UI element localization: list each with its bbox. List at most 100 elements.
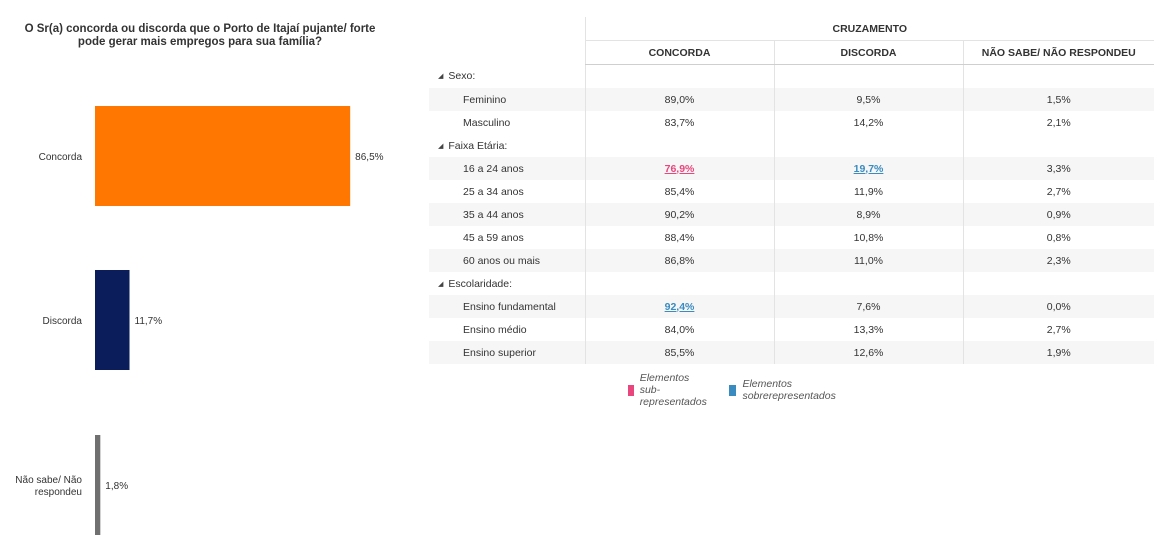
row-label: 60 anos ou mais [429, 249, 585, 272]
value-cell: 86,8% [584, 249, 774, 272]
category-label-0: Concorda [39, 152, 83, 163]
value-cell: 7,6% [773, 295, 963, 318]
section-name: Faixa Etária: [448, 139, 508, 152]
cell-value: 86,8% [664, 254, 695, 267]
section-label[interactable]: ◢ Faixa Etária: [429, 134, 585, 157]
section-row[interactable]: ◢ Sexo: [429, 64, 1155, 89]
value-cell: 84,0% [584, 318, 774, 341]
value-cell: 89,0% [584, 88, 774, 111]
column-header-discorda: DISCORDA [773, 40, 963, 65]
table-row: 35 a 44 anos 90,2% 8,9% 0,9% [429, 203, 1155, 226]
section-empty-cell [962, 272, 1155, 295]
section-empty-cell [584, 64, 774, 88]
value-cell: 85,5% [584, 341, 774, 364]
value-cell: 8,9% [773, 203, 963, 226]
section-empty-cell [584, 272, 774, 295]
cell-value: 14,2% [853, 116, 884, 129]
cell-value: 83,7% [664, 116, 695, 129]
section-label[interactable]: ◢ Escolaridade: [429, 272, 585, 295]
value-cell: 19,7% [773, 157, 963, 180]
section-row[interactable]: ◢ Faixa Etária: [429, 134, 1155, 157]
collapse-triangle-icon[interactable]: ◢ [438, 280, 444, 288]
value-cell: 0,9% [962, 203, 1155, 226]
table-row: Masculino 83,7% 14,2% 2,1% [429, 111, 1155, 134]
cell-value: 11,0% [854, 254, 883, 267]
cell-value: 88,4% [664, 231, 695, 244]
cell-value: 11,9% [854, 185, 883, 198]
over-represented-value[interactable]: 19,7% [853, 162, 884, 175]
under-represented-value[interactable]: 76,9% [664, 162, 695, 175]
value-cell: 2,7% [962, 318, 1155, 341]
row-label: 35 a 44 anos [429, 203, 585, 226]
legend-item-under: Elementos sub-representados [628, 372, 712, 408]
column-header-nao-sabe: NÃO SABE/ NÃO RESPONDEU [962, 40, 1155, 65]
table-row: Feminino 89,0% 9,5% 1,5% [429, 88, 1155, 111]
collapse-triangle-icon[interactable]: ◢ [438, 142, 444, 150]
cell-value: 0,8% [1046, 231, 1071, 244]
cell-value: 85,5% [664, 346, 695, 359]
header-blank [429, 17, 585, 41]
value-cell: 14,2% [773, 111, 963, 134]
category-label-2: Não sabe/ Não respondeu [15, 475, 82, 498]
column-header-row: CONCORDA DISCORDA NÃO SABE/ NÃO RESPONDE… [429, 40, 1155, 65]
value-cell: 9,5% [773, 88, 963, 111]
section-label[interactable]: ◢ Sexo: [429, 65, 585, 89]
section-name: Escolaridade: [448, 277, 513, 290]
section-empty-cell [773, 272, 963, 295]
bar-value-label-0: 86,5% [355, 152, 383, 163]
value-cell: 0,8% [962, 226, 1155, 249]
value-cell: 92,4% [584, 295, 774, 318]
category-label-line: Não sabe/ Não [15, 475, 82, 486]
group-header-cruzamento: CRUZAMENTO [584, 17, 1155, 41]
row-label: Masculino [463, 116, 511, 129]
cell-value: 84,0% [664, 323, 695, 336]
legend-swatch-under [628, 384, 634, 396]
cell-value: 2,7% [1046, 323, 1071, 336]
bar-chart-svg: 86,5% Concorda 11,7% Discorda 1,8% Não sabe/ … [15, 106, 384, 535]
cell-value: 85,4% [664, 185, 695, 198]
chart-title: O Sr(a) concorda ou discorda que o Porto… [0, 23, 400, 49]
value-cell: 13,3% [773, 318, 963, 341]
category-label-line: respondeu [35, 487, 82, 498]
over-represented-value[interactable]: 92,4% [664, 300, 695, 313]
collapse-triangle-icon[interactable]: ◢ [438, 73, 444, 81]
cell-value: 10,8% [853, 231, 884, 244]
table-row: 60 anos ou mais 86,8% 11,0% 2,3% [429, 249, 1155, 272]
bar-chart-panel: O Sr(a) concorda ou discorda que o Porto… [0, 0, 400, 549]
cell-value: 12,6% [853, 346, 884, 359]
value-cell: 1,9% [962, 341, 1155, 364]
table-row: 16 a 24 anos 76,9% 19,7% 3,3% [429, 157, 1155, 180]
crosstab-table: CRUZAMENTO CONCORDA DISCORDA NÃO SABE/ N… [429, 17, 1155, 364]
category-label-1: Discorda [43, 316, 83, 327]
value-cell: 11,0% [773, 249, 963, 272]
legend-swatch-over [729, 384, 737, 396]
cell-value: 1,5% [1046, 93, 1071, 106]
row-label: Ensino fundamental [429, 295, 585, 318]
value-cell: 10,8% [773, 226, 963, 249]
cell-value: 0,0% [1046, 300, 1071, 313]
legend-label-over: Elementos sobrerepresentados [742, 378, 836, 402]
cell-value: 90,2% [664, 208, 695, 221]
table-row: 25 a 34 anos 85,4% 11,9% 2,7% [429, 180, 1155, 203]
column-header-concorda: CONCORDA [584, 40, 774, 65]
value-cell: 2,3% [962, 249, 1155, 272]
legend: Elementos sub-representados Elementos so… [628, 372, 857, 408]
value-cell: 11,9% [773, 180, 963, 203]
row-label: Ensino superior [429, 341, 585, 364]
section-empty-cell [962, 64, 1155, 88]
section-row[interactable]: ◢ Escolaridade: [429, 272, 1155, 295]
cell-value: 8,9% [856, 208, 881, 221]
cell-value: 89,0% [664, 93, 695, 106]
cell-value: 2,1% [1046, 116, 1071, 129]
value-cell: 83,7% [584, 111, 774, 134]
value-cell: 12,6% [773, 341, 963, 364]
legend-label-under: Elementos sub-representados [639, 372, 707, 408]
bar-value-label-2: 1,8% [105, 481, 128, 492]
group-header-row: CRUZAMENTO [429, 17, 1155, 41]
section-empty-cell [773, 64, 963, 88]
table-row: Ensino superior 85,5% 12,6% 1,9% [429, 341, 1155, 364]
value-cell: 2,1% [962, 111, 1155, 134]
cell-value: 1,9% [1046, 346, 1071, 359]
chart-title-line-1: O Sr(a) concorda ou discorda que o Porto… [24, 23, 376, 35]
section-empty-cell [773, 134, 963, 157]
